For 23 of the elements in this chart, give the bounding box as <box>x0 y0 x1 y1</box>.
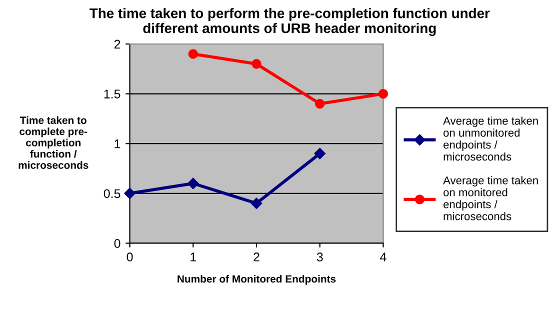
x-tick-label: 0 <box>126 252 133 262</box>
legend-label: Average time taken on unmonitored endpoints / microseconds <box>443 116 538 161</box>
point <box>188 49 198 59</box>
x-axis-title: Number of Monitored Endpoints <box>178 274 336 285</box>
point <box>314 148 326 160</box>
y-tick-label: 1 <box>114 140 120 148</box>
x-tick-label: 1 <box>190 252 196 262</box>
y-tick-label: 1.5 <box>104 90 120 98</box>
legend-label: Average time taken on monitored endpoints / microseconds <box>443 176 538 220</box>
y-tick-label: 0.5 <box>104 189 120 198</box>
point <box>124 188 136 200</box>
point <box>252 59 262 69</box>
y-tick-label: 2 <box>114 40 120 49</box>
point <box>250 198 262 209</box>
point <box>378 88 388 99</box>
y-tick-label: 0 <box>114 239 120 248</box>
point <box>314 98 325 109</box>
point <box>188 178 199 190</box>
chart-title: The time taken to perform the pre-completion function under different amounts of URB header monitoring <box>90 8 490 36</box>
x-tick-label: 2 <box>254 252 260 262</box>
x-tick-label: 4 <box>380 252 386 262</box>
x-tick-label: 3 <box>316 252 323 262</box>
y-axis-title: Time taken to complete pre- completion function / microseconds <box>18 116 88 169</box>
